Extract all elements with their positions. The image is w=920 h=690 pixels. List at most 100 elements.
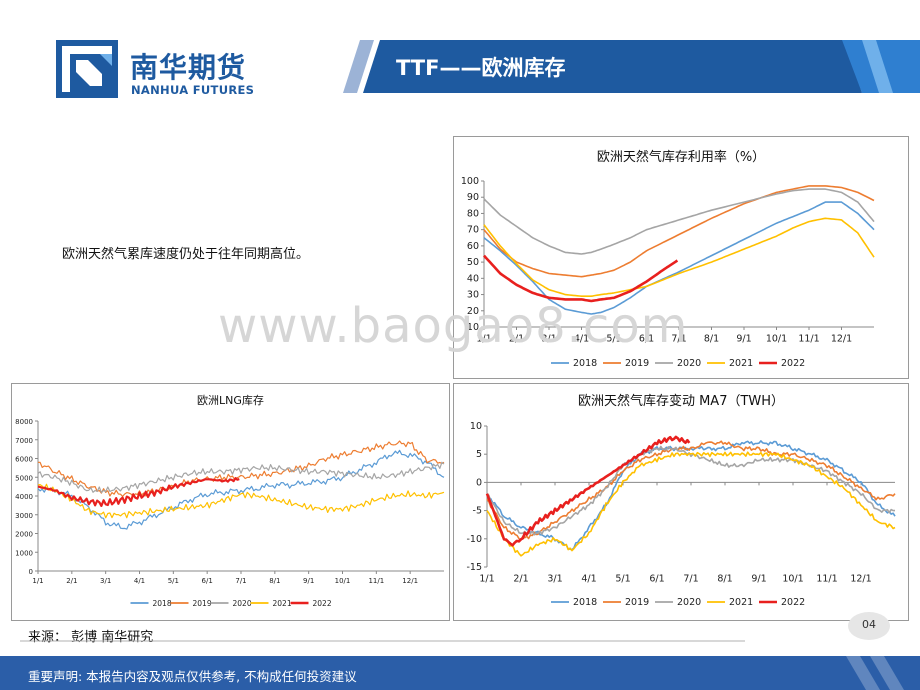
page-number-badge	[848, 612, 890, 640]
x-tick-label: 2/1	[513, 574, 528, 585]
x-tick-label: 6/1	[202, 577, 213, 585]
y-tick-label: 60	[467, 241, 479, 252]
y-tick-label: 30	[467, 290, 479, 301]
chart-title: 欧洲天然气库存利用率（%）	[597, 149, 765, 165]
y-tick-label: 70	[467, 225, 479, 236]
series-line-2020	[483, 188, 875, 255]
y-tick-label: 7000	[15, 437, 33, 445]
x-tick-label: 12/1	[402, 577, 418, 585]
brand-name-en: NANHUA FUTURES	[131, 83, 255, 97]
legend-label-2021: 2021	[729, 597, 753, 608]
x-tick-label: 2/1	[66, 577, 77, 585]
legend-label-2022: 2022	[781, 358, 805, 369]
x-tick-label: 5/1	[168, 577, 179, 585]
series-line-2020	[486, 445, 895, 536]
y-tick-label: 5000	[15, 474, 33, 482]
series-line-2022	[37, 477, 240, 507]
logo-mark-icon	[56, 40, 118, 98]
series-line-2018	[486, 440, 896, 551]
y-tick-label: 10	[467, 322, 479, 333]
x-tick-label: 11/1	[816, 574, 837, 585]
source-divider	[20, 640, 745, 642]
brand-logo: 南华期货 NANHUA FUTURES	[56, 40, 276, 100]
y-tick-label: 2000	[15, 531, 33, 539]
chart-title: 欧洲天然气库存变动 MA7（TWH）	[578, 393, 784, 409]
legend-label-2018: 2018	[573, 358, 597, 369]
y-tick-label: -5	[473, 506, 482, 517]
x-tick-label: 8/1	[269, 577, 280, 585]
x-tick-label: 4/1	[581, 574, 596, 585]
header-banner	[343, 40, 920, 93]
x-tick-label: 6/1	[649, 574, 664, 585]
x-tick-label: 7/1	[671, 334, 686, 345]
chart-title: 欧洲LNG库存	[197, 393, 264, 407]
x-tick-label: 11/1	[368, 577, 384, 585]
x-tick-label: 12/1	[831, 334, 852, 345]
legend-label-2019: 2019	[193, 599, 212, 608]
y-tick-label: 8000	[15, 418, 33, 426]
series-line-2018	[37, 449, 445, 530]
legend-label-2019: 2019	[625, 597, 649, 608]
legend-label-2018: 2018	[573, 597, 597, 608]
ma7-chart: 欧洲天然气库存变动 MA7（TWH） 10 5 0 -5 -10 -15 1/1 2/1 3/1 4…	[453, 383, 909, 621]
series-line-2022	[485, 435, 691, 547]
legend-label-2020: 2020	[233, 599, 252, 608]
x-tick-label: 3/1	[547, 574, 562, 585]
y-tick-label: 10	[470, 421, 482, 432]
y-tick-label: 4000	[15, 493, 33, 501]
x-tick-label: 3/1	[541, 334, 556, 345]
lng-chart-svg: 欧洲LNG库存 8000 7000 6000 5000 4000 3000 2000 1000 0…	[15, 393, 445, 608]
legend-label-2020: 2020	[677, 358, 701, 369]
y-tick-label: 100	[461, 176, 479, 187]
y-tick-label: 0	[29, 568, 33, 576]
y-tick-label: 1000	[15, 549, 33, 557]
x-tick-label: 1/1	[479, 574, 494, 585]
legend-label-2018: 2018	[153, 599, 172, 608]
x-tick-label: 1/1	[476, 334, 491, 345]
y-tick-label: 20	[467, 306, 479, 317]
x-tick-label: 11/1	[798, 334, 819, 345]
x-tick-label: 6/1	[639, 334, 654, 345]
x-tick-label: 7/1	[683, 574, 698, 585]
series-line-2020	[37, 461, 445, 494]
y-tick-label: 6000	[15, 456, 33, 464]
brand-name-cn: 南华期货	[130, 51, 247, 84]
footer-bar	[0, 656, 920, 690]
utilization-chart: 欧洲天然气库存利用率（%） 100 90 80 70 60 50 40 30 20 10 1/1 2/1…	[453, 136, 909, 379]
legend-label-2022: 2022	[313, 599, 332, 608]
y-tick-label: 5	[476, 449, 482, 460]
x-tick-label: 9/1	[751, 574, 766, 585]
x-tick-label: 8/1	[704, 334, 719, 345]
series-line-2021	[486, 451, 896, 557]
legend-label-2022: 2022	[781, 597, 805, 608]
x-tick-label: 5/1	[615, 574, 630, 585]
y-tick-label: 90	[467, 192, 479, 203]
y-tick-label: -10	[466, 534, 482, 545]
y-tick-label: 80	[467, 208, 479, 219]
y-tick-label: -15	[466, 562, 482, 573]
legend-label-2019: 2019	[625, 358, 649, 369]
x-tick-label: 1/1	[32, 577, 43, 585]
x-tick-label: 10/1	[335, 577, 351, 585]
legend-label-2021: 2021	[729, 358, 753, 369]
watermark: www.baogao8.com	[218, 298, 689, 354]
x-tick-label: 5/1	[606, 334, 621, 345]
series-line-2021	[37, 483, 445, 519]
ma7-chart-svg: 欧洲天然气库存变动 MA7（TWH） 10 5 0 -5 -10 -151/1 2/1 3/1 4…	[466, 393, 896, 608]
series-line-2021	[483, 217, 875, 297]
x-tick-label: 4/1	[574, 334, 589, 345]
page-number: 04	[862, 618, 876, 631]
y-tick-label: 3000	[15, 512, 33, 520]
y-tick-label: 40	[467, 273, 479, 284]
x-tick-label: 3/1	[100, 577, 111, 585]
x-tick-label: 10/1	[782, 574, 803, 585]
series-line-2019	[37, 440, 445, 498]
series-line-2018	[483, 201, 875, 315]
series-line-2019	[483, 185, 875, 278]
legend-label-2021: 2021	[273, 599, 292, 608]
x-tick-label: 9/1	[736, 334, 751, 345]
lng-chart: 欧洲LNG库存 8000 7000 6000 5000 4000 3000 2000 1000 0…	[11, 383, 450, 621]
x-tick-label: 4/1	[134, 577, 145, 585]
x-tick-label: 10/1	[766, 334, 787, 345]
legend-label-2020: 2020	[677, 597, 701, 608]
